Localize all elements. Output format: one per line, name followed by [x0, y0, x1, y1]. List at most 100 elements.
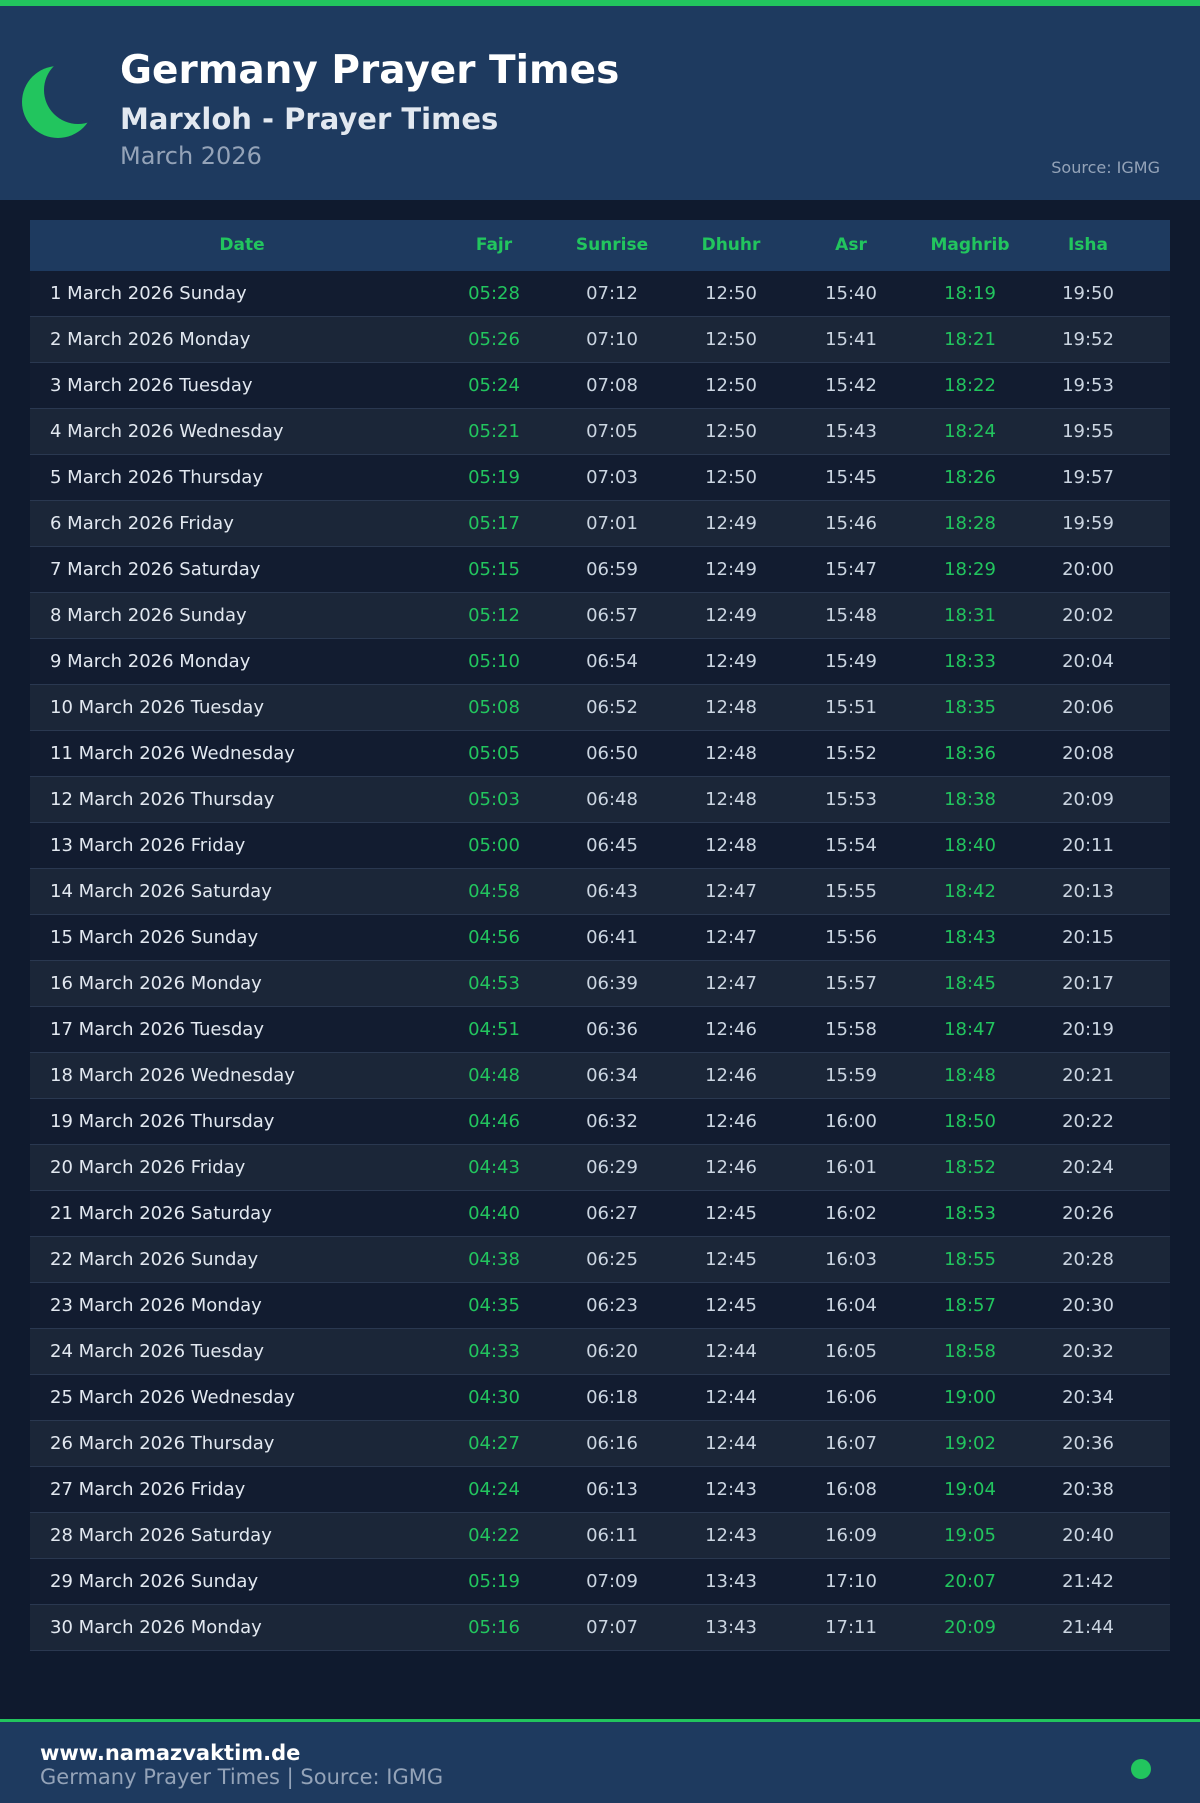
time-cell: 05:28 — [468, 283, 520, 304]
time-cell: 13:43 — [705, 1571, 757, 1592]
time-cell: 15:58 — [825, 1019, 877, 1040]
time-cell: 21:42 — [1062, 1571, 1114, 1592]
table-row: 24 March 2026 Tuesday 04:33 06:20 12:44 16:0… — [30, 1329, 1170, 1375]
time-cell: 15:57 — [825, 973, 877, 994]
time-cell: 19:55 — [1062, 421, 1114, 442]
time-cell: 05:17 — [468, 513, 520, 534]
time-cell: 12:44 — [705, 1387, 757, 1408]
time-cell: 16:08 — [825, 1479, 877, 1500]
time-cell: 05:00 — [468, 835, 520, 856]
table-row: 14 March 2026 Saturday 04:58 06:43 12:47 15:… — [30, 869, 1170, 915]
time-cell: 20:15 — [1062, 927, 1114, 948]
date-cell: 22 March 2026 Sunday — [50, 1249, 259, 1270]
time-cell: 15:46 — [825, 513, 877, 534]
time-cell: 04:35 — [468, 1295, 520, 1316]
time-cell: 12:45 — [705, 1295, 757, 1316]
time-cell: 04:22 — [468, 1525, 520, 1546]
date-cell: 4 March 2026 Wednesday — [50, 421, 284, 442]
top-accent — [0, 0, 1200, 6]
time-cell: 20:40 — [1062, 1525, 1114, 1546]
time-cell: 12:45 — [705, 1203, 757, 1224]
table-row: 9 March 2026 Monday 05:10 06:54 12:49 15:49 1… — [30, 639, 1170, 685]
time-cell: 18:52 — [944, 1157, 996, 1178]
time-cell: 20:09 — [1062, 789, 1114, 810]
time-cell: 05:15 — [468, 559, 520, 580]
time-cell: 06:18 — [586, 1387, 638, 1408]
time-cell: 20:07 — [944, 1571, 996, 1592]
time-cell: 06:23 — [586, 1295, 638, 1316]
time-cell: 18:36 — [944, 743, 996, 764]
time-cell: 20:11 — [1062, 835, 1114, 856]
status-dot — [1131, 1759, 1151, 1779]
time-cell: 18:58 — [944, 1341, 996, 1362]
date-cell: 30 March 2026 Monday — [50, 1617, 262, 1638]
column-header: Asr — [835, 235, 867, 255]
time-cell: 18:35 — [944, 697, 996, 718]
time-cell: 18:19 — [944, 283, 996, 304]
date-cell: 29 March 2026 Sunday — [50, 1571, 259, 1592]
time-cell: 16:03 — [825, 1249, 877, 1270]
table-row: 28 March 2026 Saturday 04:22 06:11 12:43 16:… — [30, 1513, 1170, 1559]
time-cell: 04:24 — [468, 1479, 520, 1500]
time-cell: 18:48 — [944, 1065, 996, 1086]
time-cell: 12:48 — [705, 743, 757, 764]
date-cell: 7 March 2026 Saturday — [50, 559, 261, 580]
time-cell: 06:32 — [586, 1111, 638, 1132]
time-cell: 06:16 — [586, 1433, 638, 1454]
date-cell: 3 March 2026 Tuesday — [50, 375, 253, 396]
time-cell: 16:09 — [825, 1525, 877, 1546]
table-row: 22 March 2026 Sunday 04:38 06:25 12:45 16:03… — [30, 1237, 1170, 1283]
column-header: Dhuhr — [701, 235, 761, 255]
time-cell: 15:41 — [825, 329, 877, 350]
table-row: 30 March 2026 Monday 05:16 07:07 13:43 17:11… — [30, 1605, 1170, 1651]
time-cell: 18:29 — [944, 559, 996, 580]
time-cell: 07:01 — [586, 513, 638, 534]
table-row: 1 March 2026 Sunday 05:28 07:12 12:50 15:40 1… — [30, 271, 1170, 317]
date-cell: 25 March 2026 Wednesday — [50, 1387, 295, 1408]
time-cell: 20:19 — [1062, 1019, 1114, 1040]
date-cell: 20 March 2026 Friday — [50, 1157, 246, 1178]
date-cell: 13 March 2026 Friday — [50, 835, 246, 856]
time-cell: 18:47 — [944, 1019, 996, 1040]
time-cell: 06:36 — [586, 1019, 638, 1040]
time-cell: 21:44 — [1062, 1617, 1114, 1638]
date-cell: 23 March 2026 Monday — [50, 1295, 262, 1316]
time-cell: 07:09 — [586, 1571, 638, 1592]
time-cell: 06:48 — [586, 789, 638, 810]
time-cell: 07:07 — [586, 1617, 638, 1638]
time-cell: 18:50 — [944, 1111, 996, 1132]
column-header: Sunrise — [575, 235, 649, 255]
time-cell: 07:08 — [586, 375, 638, 396]
time-cell: 06:43 — [586, 881, 638, 902]
time-cell: 04:51 — [468, 1019, 520, 1040]
time-cell: 20:30 — [1062, 1295, 1114, 1316]
time-cell: 12:43 — [705, 1479, 757, 1500]
time-cell: 16:05 — [825, 1341, 877, 1362]
time-cell: 20:04 — [1062, 651, 1114, 672]
title: Germany Prayer Times — [120, 48, 620, 93]
time-cell: 04:33 — [468, 1341, 520, 1362]
time-cell: 15:54 — [825, 835, 877, 856]
time-cell: 07:03 — [586, 467, 638, 488]
time-cell: 15:48 — [825, 605, 877, 626]
time-cell: 19:02 — [944, 1433, 996, 1454]
time-cell: 04:53 — [468, 973, 520, 994]
time-cell: 12:48 — [705, 835, 757, 856]
date-cell: 14 March 2026 Saturday — [50, 881, 272, 902]
time-cell: 19:52 — [1062, 329, 1114, 350]
table-row: 13 March 2026 Friday 05:00 06:45 12:48 15:54… — [30, 823, 1170, 869]
time-cell: 06:57 — [586, 605, 638, 626]
date-cell: 6 March 2026 Friday — [50, 513, 234, 534]
time-cell: 18:55 — [944, 1249, 996, 1270]
time-cell: 06:52 — [586, 697, 638, 718]
time-cell: 05:03 — [468, 789, 520, 810]
date-cell: 21 March 2026 Saturday — [50, 1203, 272, 1224]
table-row: 27 March 2026 Friday 04:24 06:13 12:43 16:08… — [30, 1467, 1170, 1513]
time-cell: 15:59 — [825, 1065, 877, 1086]
time-cell: 20:08 — [1062, 743, 1114, 764]
date-cell: 17 March 2026 Tuesday — [50, 1019, 264, 1040]
table-row: 19 March 2026 Thursday 04:46 06:32 12:46 16:… — [30, 1099, 1170, 1145]
time-cell: 15:43 — [825, 421, 877, 442]
time-cell: 12:44 — [705, 1433, 757, 1454]
